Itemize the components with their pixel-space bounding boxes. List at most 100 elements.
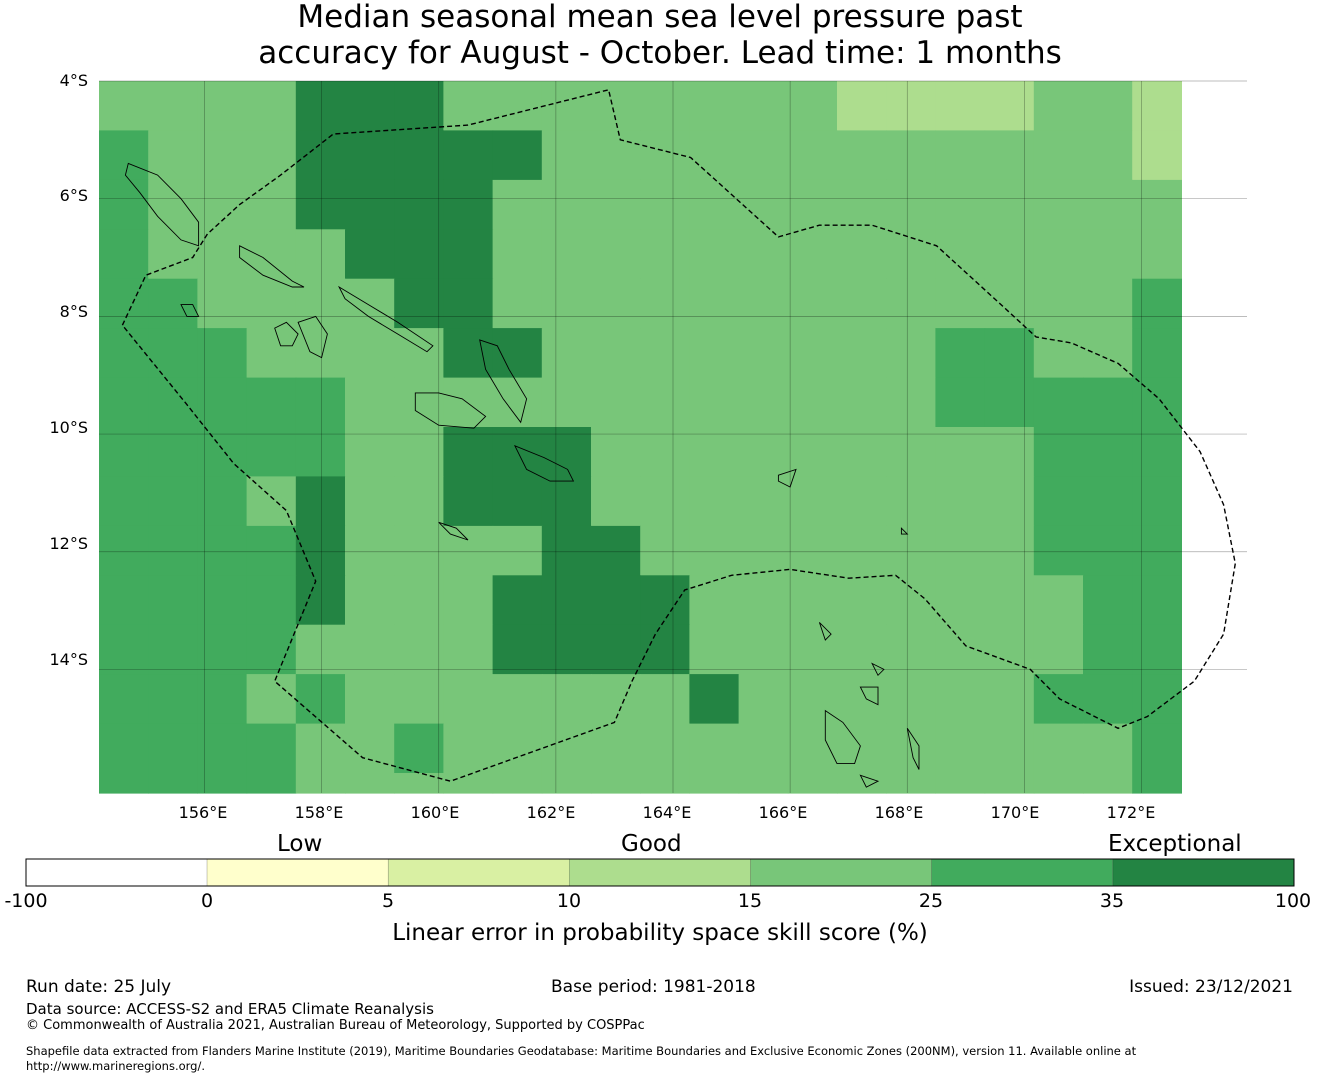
skill-cell [886, 278, 936, 329]
skill-cell [738, 229, 789, 280]
skill-cell [689, 179, 740, 230]
skill-cell [492, 525, 543, 576]
skill-cell [246, 723, 297, 774]
skill-cell [394, 723, 444, 774]
skill-cell [689, 427, 740, 477]
skill-cell [99, 328, 149, 379]
skill-cell [1132, 525, 1182, 576]
skill-cell [640, 427, 690, 477]
island-outline [180, 304, 200, 317]
skill-cell [148, 575, 198, 626]
skill-cell [345, 278, 395, 329]
skill-cell [689, 773, 740, 794]
skill-cell [345, 723, 395, 774]
skill-cell [492, 328, 543, 379]
skill-cell [345, 179, 395, 230]
skill-cell [99, 130, 149, 181]
skill-cell [394, 179, 444, 230]
coastlines [124, 162, 920, 788]
lon-label-168e: 168°E [874, 803, 924, 822]
skill-cell [1033, 476, 1084, 527]
skill-cell [886, 773, 936, 794]
skill-cell [935, 328, 986, 379]
skill-cell [246, 427, 297, 477]
skill-cell [1033, 575, 1084, 626]
skill-cell [689, 377, 740, 428]
skill-cell [1132, 773, 1182, 794]
skill-cell [787, 674, 838, 725]
skill-cell [295, 179, 346, 230]
skill-cell [394, 525, 444, 576]
colorbar-tick-label: 100 [1274, 890, 1312, 912]
skill-cell [541, 328, 592, 379]
skill-cell [394, 624, 444, 675]
skill-cell [99, 674, 149, 725]
skill-cell [935, 179, 986, 230]
colorbar-tick-label: 35 [1099, 890, 1125, 912]
skill-cell [492, 278, 543, 329]
lat-label-4s: 4°S [59, 71, 88, 90]
skill-cell [541, 525, 592, 576]
skill-cell [394, 328, 444, 379]
skill-cell [99, 377, 149, 428]
colorbar-tick-label: 0 [200, 890, 214, 912]
skill-cell [148, 773, 198, 794]
skill-cell [787, 377, 838, 428]
skill-cell [689, 130, 740, 181]
colorbar-tick-label: 10 [556, 890, 582, 912]
skill-cell [837, 476, 887, 527]
island-outline [777, 468, 797, 488]
base-period: Base period: 1981-2018 [551, 977, 756, 997]
skill-cell [689, 674, 740, 725]
skill-cell [1033, 278, 1084, 329]
skill-cell [984, 130, 1035, 181]
island-outline [859, 774, 880, 788]
skill-cell [99, 624, 149, 675]
skill-cell [148, 179, 198, 230]
skill-cell [148, 624, 198, 675]
colorbar-segment [206, 858, 389, 887]
skill-cell [295, 130, 346, 181]
skill-cell [935, 278, 986, 329]
skill-cell [935, 377, 986, 428]
skill-cell [787, 723, 838, 774]
category-low: Low [277, 831, 323, 857]
skill-cell [689, 328, 740, 379]
skill-cell [837, 179, 887, 230]
island-outline [479, 339, 528, 424]
lon-label-166e: 166°E [758, 803, 808, 822]
skill-cell [1132, 575, 1182, 626]
skill-cell [541, 81, 592, 131]
lon-label-164e: 164°E [642, 803, 692, 822]
skill-cell [1083, 278, 1133, 329]
skill-cell [197, 179, 248, 230]
skill-cell [1132, 328, 1182, 379]
run-date: Run date: 25 July [26, 977, 172, 997]
skill-cell [935, 575, 986, 626]
skill-cell [886, 229, 936, 280]
skill-cell [295, 674, 346, 725]
skill-cell [99, 229, 149, 280]
skill-cell [738, 624, 789, 675]
skill-cell [443, 328, 494, 379]
skill-cell [541, 723, 592, 774]
shapefile-credit-line-1: Shapefile data extracted from Flanders M… [26, 1044, 1137, 1058]
skill-cell [837, 575, 887, 626]
skill-cell [837, 674, 887, 725]
skill-cell [148, 476, 198, 527]
skill-cell [295, 723, 346, 774]
skill-cell [345, 328, 395, 379]
colorbar-segment [1112, 858, 1295, 887]
skill-cell [295, 575, 346, 626]
skill-cell [1033, 773, 1084, 794]
chart-title-line-1: Median seasonal mean sea level pressure … [297, 0, 1023, 35]
skill-cell [246, 773, 297, 794]
skill-cell [738, 476, 789, 527]
skill-cell [345, 773, 395, 794]
skill-cell [1083, 427, 1133, 477]
skill-cell [787, 624, 838, 675]
skill-cell [541, 229, 592, 280]
skill-cell [492, 773, 543, 794]
skill-cell [148, 278, 198, 329]
